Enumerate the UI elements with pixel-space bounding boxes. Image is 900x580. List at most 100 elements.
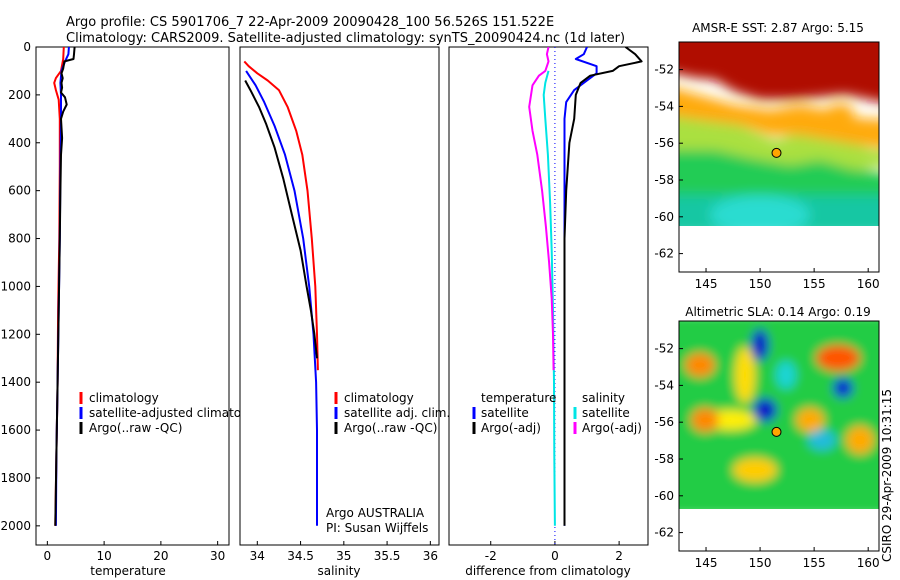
y-tick-label: 1400 (0, 375, 31, 389)
argo-float-marker (771, 426, 782, 437)
y-tick-label: 800 (8, 232, 31, 246)
temperature-series (53, 47, 76, 526)
y-tick-label: 1200 (0, 327, 31, 341)
sla-field-smoothed (679, 321, 879, 515)
argo-float-marker (771, 147, 782, 158)
x-tick-label: 35.5 (374, 549, 401, 563)
salinity-axis-ticks: 34 34.5 35 35.5 36 (250, 541, 438, 563)
series-line-argo-raw-qc- (244, 80, 318, 359)
y-tick-label: 200 (8, 88, 31, 102)
temperature-legend: climatology satellite-adjusted climatolo… (79, 391, 267, 435)
difference-xlabel: difference from climatology (465, 564, 631, 578)
sla-map-frame (678, 320, 880, 552)
sst-warmest-water (679, 42, 879, 102)
x-tick-label: 30 (210, 549, 225, 563)
temperature-axis-ticks: 0 10 20 30 (44, 541, 225, 563)
map-y-tick-label: -60 (654, 210, 674, 224)
map-x-tick-label: 160 (857, 277, 880, 291)
difference-axes-frame (448, 46, 649, 546)
legend-satellite-label: satellite-adjusted climatology (89, 406, 267, 420)
map-y-tick-label: -62 (654, 526, 674, 540)
sst-no-data-region (679, 226, 879, 272)
x-tick-label: 10 (96, 549, 111, 563)
x-tick-label: 2 (615, 549, 623, 563)
credit-timestamp: CSIRO 29-Apr-2009 10:31:15 (880, 389, 894, 562)
salinity-series (243, 60, 319, 526)
map-y-tick-label: -58 (654, 173, 674, 187)
map-y-tick-label: -56 (654, 136, 674, 150)
sla-high-northeast (816, 345, 860, 371)
series-line-argo-raw-qc- (54, 47, 76, 526)
salinity-panel: 34 34.5 35 35.5 36 salinity climatology sate… (239, 46, 450, 578)
sla-low-central (753, 398, 777, 422)
map-y-tick-label: -60 (654, 489, 674, 503)
depth-axis-ticks: 0 200 400 600 800 1000 1200 1400 1600 1800 2000 (0, 40, 453, 533)
sla-low-southeast (808, 430, 836, 450)
sla-low-north (751, 329, 769, 361)
sla-high-central (691, 408, 719, 432)
y-tick-label: 400 (8, 136, 31, 150)
legend-argo-label: Argo(..raw -QC) (89, 421, 182, 435)
difference-axis-ticks: -2 0 2 (485, 541, 623, 563)
map-x-tick-label: 145 (695, 556, 718, 570)
sla-ridge-south (733, 458, 777, 482)
x-tick-label: 20 (153, 549, 168, 563)
map-x-tick-label: 150 (749, 556, 772, 570)
y-tick-label: 2000 (0, 519, 31, 533)
sla-low-shallow (776, 361, 796, 389)
legend-satellite-label: satellite adj. clim. (344, 406, 450, 420)
legend-salinity-header: salinity (582, 391, 625, 405)
x-tick-label: 34.5 (287, 549, 314, 563)
map-y-tick-label: -56 (654, 415, 674, 429)
sst-warm-band (679, 89, 879, 148)
temperature-panel: 0 200 400 600 800 1000 1200 1400 1600 1800 2000 0 1… (0, 40, 453, 578)
legend-climatology-label: climatology (344, 391, 414, 405)
difference-legend: temperature satellite Argo(-adj) salinit… (472, 391, 642, 435)
legend-temperature-header: temperature (481, 391, 556, 405)
sst-mid-band (679, 114, 879, 170)
sla-ridge-west (735, 347, 755, 403)
map-y-tick-label: -54 (654, 99, 674, 113)
sla-map-ticks: 145 150 155 160 -52 -54 -56 -58 -60 -62 (654, 342, 879, 570)
sst-warm-eddy (826, 104, 854, 120)
map-x-tick-label: 150 (749, 277, 772, 291)
sla-field (679, 321, 879, 551)
salinity-axes-frame (239, 46, 440, 546)
map-y-tick-label: -62 (654, 247, 674, 261)
sst-coldest-patch (710, 195, 810, 235)
sst-map-frame (678, 41, 880, 273)
map-y-tick-label: -52 (654, 342, 674, 356)
series-line-salinity-argo-adj- (528, 47, 555, 371)
argo-pi-annotation: PI: Susan Wijffels (326, 521, 428, 535)
x-tick-label: 0 (44, 549, 52, 563)
legend-sal-argo-label: Argo(-adj) (582, 421, 642, 435)
map-y-tick-label: -58 (654, 452, 674, 466)
x-tick-label: 0 (551, 549, 559, 563)
map-y-tick-label: -54 (654, 378, 674, 392)
legend-climatology-label: climatology (89, 391, 159, 405)
sla-low-east (833, 378, 853, 398)
figure-title-line-1: Argo profile: CS 5901706_7 22-Apr-2009 2… (66, 15, 554, 30)
sla-map-panel: Altimetric SLA: 0.14 Argo: 0.19 (654, 305, 880, 570)
y-tick-label: 1000 (0, 279, 31, 293)
map-y-tick-label: -52 (654, 63, 674, 77)
series-line-satellite-adj-clim- (245, 70, 318, 526)
legend-temp-satellite-label: satellite (481, 406, 529, 420)
sst-map-title: AMSR-E SST: 2.87 Argo: 5.15 (692, 21, 864, 35)
series-line-temperature-argo-adj- (563, 47, 643, 526)
sla-high-southeast (796, 408, 824, 432)
argo-program-annotation: Argo AUSTRALIA (326, 506, 425, 520)
difference-panel: -2 0 2 difference from climatology tempera… (448, 46, 649, 578)
y-tick-label: 0 (23, 40, 31, 54)
figure-title-line-2: Climatology: CARS2009. Satellite-adjuste… (66, 31, 625, 46)
sla-high-far-east (846, 426, 874, 454)
legend-temp-argo-label: Argo(-adj) (481, 421, 541, 435)
series-line-climatology (243, 60, 319, 371)
map-x-tick-label: 145 (695, 277, 718, 291)
sla-map-title: Altimetric SLA: 0.14 Argo: 0.19 (685, 305, 870, 319)
sst-field-smoothed (679, 42, 879, 235)
legend-argo-label: Argo(..raw -QC) (344, 421, 437, 435)
sst-map-ticks: 145 150 155 160 -52 -54 -56 -58 -60 -62 (654, 63, 879, 291)
salinity-xlabel: salinity (317, 564, 360, 578)
